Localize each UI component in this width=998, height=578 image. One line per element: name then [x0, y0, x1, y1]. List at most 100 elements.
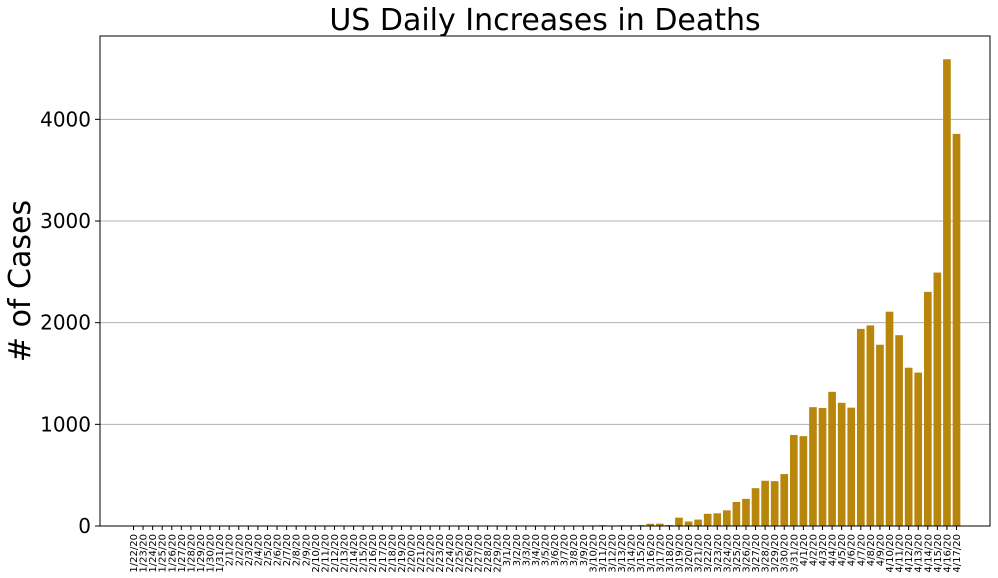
x-tick-label: 2/7/20 — [282, 534, 293, 566]
chart-title: US Daily Increases in Deaths — [329, 3, 760, 38]
bar — [684, 521, 693, 526]
x-tick-label: 2/19/20 — [397, 534, 408, 573]
x-tick-label: 2/11/20 — [320, 534, 331, 573]
x-tick-label: 3/26/20 — [741, 534, 752, 573]
bar — [732, 502, 741, 526]
bar — [742, 498, 750, 526]
x-tick-label: 2/6/20 — [273, 534, 284, 566]
y-tick-label: 4000 — [40, 107, 91, 131]
x-tick-label: 4/7/20 — [856, 534, 867, 566]
x-tick-label: 3/9/20 — [579, 534, 590, 566]
x-tick-label: 4/4/20 — [828, 534, 839, 566]
x-tick-label: 2/24/20 — [445, 534, 456, 573]
x-tick-label: 2/10/20 — [311, 534, 322, 573]
x-tick-label: 3/31/20 — [789, 534, 800, 573]
x-tick-label: 4/13/20 — [914, 534, 925, 573]
x-tick-label: 3/2/20 — [512, 534, 523, 566]
plot-frame — [99, 35, 991, 527]
y-tick-label: 1000 — [40, 412, 91, 436]
x-tick-label: 4/16/20 — [942, 534, 953, 573]
bar — [952, 133, 961, 526]
bar — [751, 488, 760, 526]
x-tick-label: 3/14/20 — [627, 534, 638, 573]
bar — [723, 510, 731, 526]
x-tick-label: 3/1/20 — [502, 534, 513, 566]
y-tick-label: 2000 — [40, 311, 91, 335]
x-tick-label: 4/2/20 — [808, 534, 819, 566]
bar — [646, 523, 655, 526]
x-tick-label: 2/23/20 — [435, 534, 446, 573]
bar — [694, 519, 702, 526]
x-tick-label: 3/28/20 — [761, 534, 772, 573]
x-tick-label: 3/19/20 — [674, 534, 685, 573]
x-tick-label: 3/3/20 — [521, 534, 532, 566]
x-tick-label: 2/29/20 — [493, 534, 504, 573]
bar — [885, 311, 894, 526]
x-tick-label: 2/1/20 — [225, 534, 236, 566]
x-tick-label: 4/11/20 — [895, 534, 906, 573]
x-tick-label: 3/6/20 — [550, 534, 561, 566]
x-tick-label: 4/3/20 — [818, 534, 829, 566]
x-tick-label: 1/23/20 — [139, 534, 150, 573]
bar — [847, 407, 856, 526]
x-tick-label: 3/21/20 — [694, 534, 705, 573]
bar — [713, 513, 722, 526]
x-tick-label: 3/5/20 — [541, 534, 552, 566]
x-tick-label: 4/17/20 — [952, 534, 963, 573]
x-tick-label: 4/14/20 — [923, 534, 934, 573]
x-tick-label: 3/7/20 — [560, 534, 571, 566]
x-tick-label: 2/2/20 — [234, 534, 245, 566]
x-tick-label: 2/25/20 — [454, 534, 465, 573]
bar — [876, 344, 884, 526]
x-tick-label: 2/18/20 — [387, 534, 398, 573]
bar — [904, 367, 913, 526]
x-tick-label: 2/17/20 — [378, 534, 389, 573]
x-tick-label: 2/5/20 — [263, 534, 274, 566]
x-tick-label: 3/17/20 — [655, 534, 666, 573]
x-tick-label: 3/29/20 — [770, 534, 781, 573]
x-tick-label: 1/31/20 — [215, 534, 226, 573]
x-tick-label: 2/9/20 — [301, 534, 312, 566]
x-tick-label: 3/24/20 — [722, 534, 733, 573]
x-tick-label: 2/13/20 — [340, 534, 351, 573]
bar — [943, 59, 951, 526]
bar — [828, 391, 836, 526]
x-tick-label: 4/1/20 — [799, 534, 810, 566]
x-tick-label: 3/22/20 — [703, 534, 714, 573]
x-tick-label: 2/22/20 — [426, 534, 437, 573]
x-tick-label: 2/15/20 — [359, 534, 370, 573]
bar — [780, 474, 789, 526]
x-tick-label: 3/23/20 — [713, 534, 724, 573]
x-tick-label: 2/12/20 — [330, 534, 341, 573]
x-tick-label: 2/26/20 — [464, 534, 475, 573]
x-tick-label: 1/26/20 — [167, 534, 178, 573]
x-tick-label: 4/15/20 — [933, 534, 944, 573]
x-tick-label: 3/10/20 — [588, 534, 599, 573]
bar — [656, 523, 664, 526]
x-tick-label: 1/25/20 — [158, 534, 169, 573]
x-tick-label: 1/29/20 — [196, 534, 207, 573]
bar — [914, 372, 923, 526]
x-tick-label: 3/30/20 — [780, 534, 791, 573]
bar — [856, 328, 865, 526]
x-tick-label: 3/11/20 — [598, 534, 609, 573]
x-tick-label: 1/30/20 — [206, 534, 217, 573]
bar — [866, 325, 875, 526]
x-tick-label: 2/4/20 — [253, 534, 264, 566]
bar — [703, 513, 712, 526]
x-tick-label: 3/25/20 — [732, 534, 743, 573]
x-tick-label: 1/22/20 — [129, 534, 140, 573]
x-tick-label: 4/12/20 — [904, 534, 915, 573]
x-tick-label: 2/27/20 — [474, 534, 485, 573]
x-tick-label: 2/20/20 — [407, 534, 418, 573]
x-tick-label: 3/12/20 — [607, 534, 618, 573]
bar — [933, 272, 942, 526]
x-tick-label: 4/10/20 — [885, 534, 896, 573]
bar — [789, 435, 798, 526]
x-tick-label: 3/4/20 — [531, 534, 542, 566]
x-tick-label: 1/24/20 — [148, 534, 159, 573]
bar — [809, 407, 817, 526]
bar — [923, 291, 932, 526]
y-tick-label: 0 — [78, 514, 91, 538]
